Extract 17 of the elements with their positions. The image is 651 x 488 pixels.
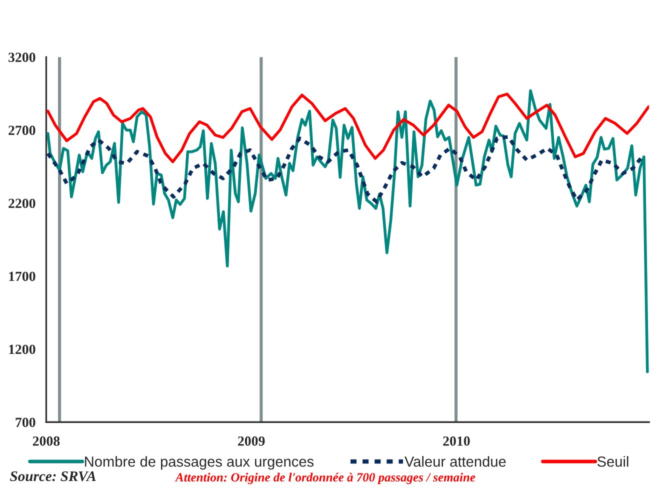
y-tick-label: 2700 <box>8 126 36 136</box>
y-tick-label: 700 <box>16 418 36 428</box>
y-tick-label: 1200 <box>9 344 36 354</box>
line-series <box>46 92 650 164</box>
y-tick-label: 1700 <box>9 272 36 282</box>
y-tick-label: 3200 <box>8 52 36 62</box>
x-tick-label: 2008 <box>32 436 60 446</box>
legend-label: Seuil <box>597 456 628 467</box>
legend-label: Valeur attendue <box>404 456 506 467</box>
y-tick-label: 2200 <box>8 198 36 208</box>
line-series <box>46 135 644 204</box>
line-series <box>46 89 649 374</box>
x-tick-label: 2010 <box>443 436 470 446</box>
text: Attention: Origine de l'ordonnée à 700 passages / semaine <box>174 472 476 484</box>
source-note: Source: SRVA <box>10 471 96 482</box>
legend-label: Nombre de passages aux urgences <box>85 456 314 470</box>
x-tick-label: 2009 <box>238 436 265 446</box>
